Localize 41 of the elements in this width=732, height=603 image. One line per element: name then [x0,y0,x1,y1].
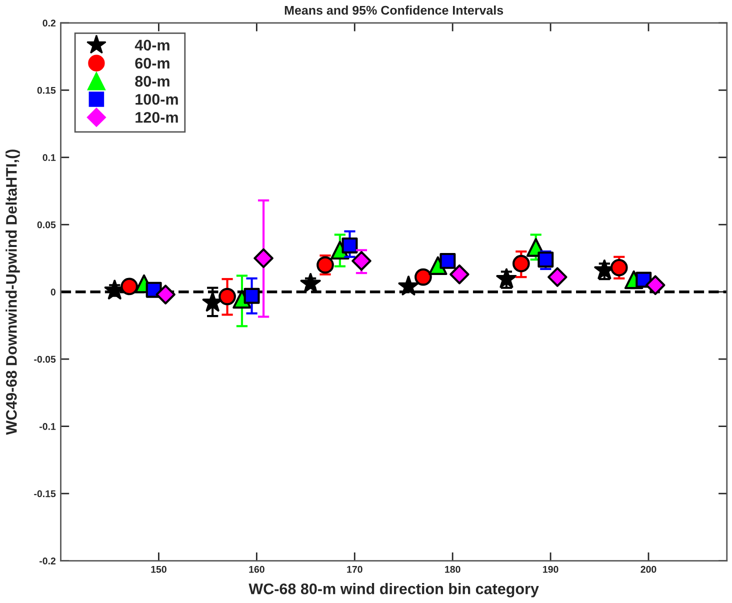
legend-label: 120-m [136,112,178,123]
x-tick-label: 150 [151,566,166,573]
y-tick-label: 0.15 [37,86,56,94]
point [414,268,432,286]
x-tick-label: 170 [347,566,362,573]
point [156,284,176,304]
legend-label: 80-m [135,76,170,87]
point [450,264,470,284]
y-tick-label: 0.1 [42,154,56,161]
point [398,276,419,296]
x-tick-label: 160 [249,566,264,573]
y-tick-label: -0.1 [40,423,56,430]
y-tick-label: -0.15 [34,490,56,498]
y-axis-title: WC49-68 Downwind-Upwind DeltaHTI,() [6,150,20,435]
y-tick-label: 0 [50,288,56,296]
point [254,248,274,268]
point [610,258,628,276]
point [440,252,456,269]
x-tick-label: 190 [543,566,558,573]
point [120,278,138,296]
point [496,268,517,288]
x-tick-label: 180 [445,566,460,573]
point [352,251,372,271]
point [512,254,530,272]
point [342,237,358,254]
y-tick-label: -0.05 [34,356,56,363]
point [218,288,236,306]
point [538,252,554,268]
y-tick-label: -0.2 [40,558,56,564]
point [300,273,321,293]
legend-label: 100-m [136,94,178,105]
legend-label: 40-m [134,40,170,51]
chart-title: Means and 95% Confidence Intervals [284,6,504,15]
x-axis-title: WC-68 80-m wind direction bin category [248,583,539,598]
point [244,288,260,304]
x-tick-label: 200 [640,566,656,573]
point [548,267,568,287]
y-tick-label: 0.2 [42,20,56,27]
legend-label: 60-m [135,58,170,69]
point [645,275,666,296]
y-tick-label: 0.05 [37,221,56,228]
